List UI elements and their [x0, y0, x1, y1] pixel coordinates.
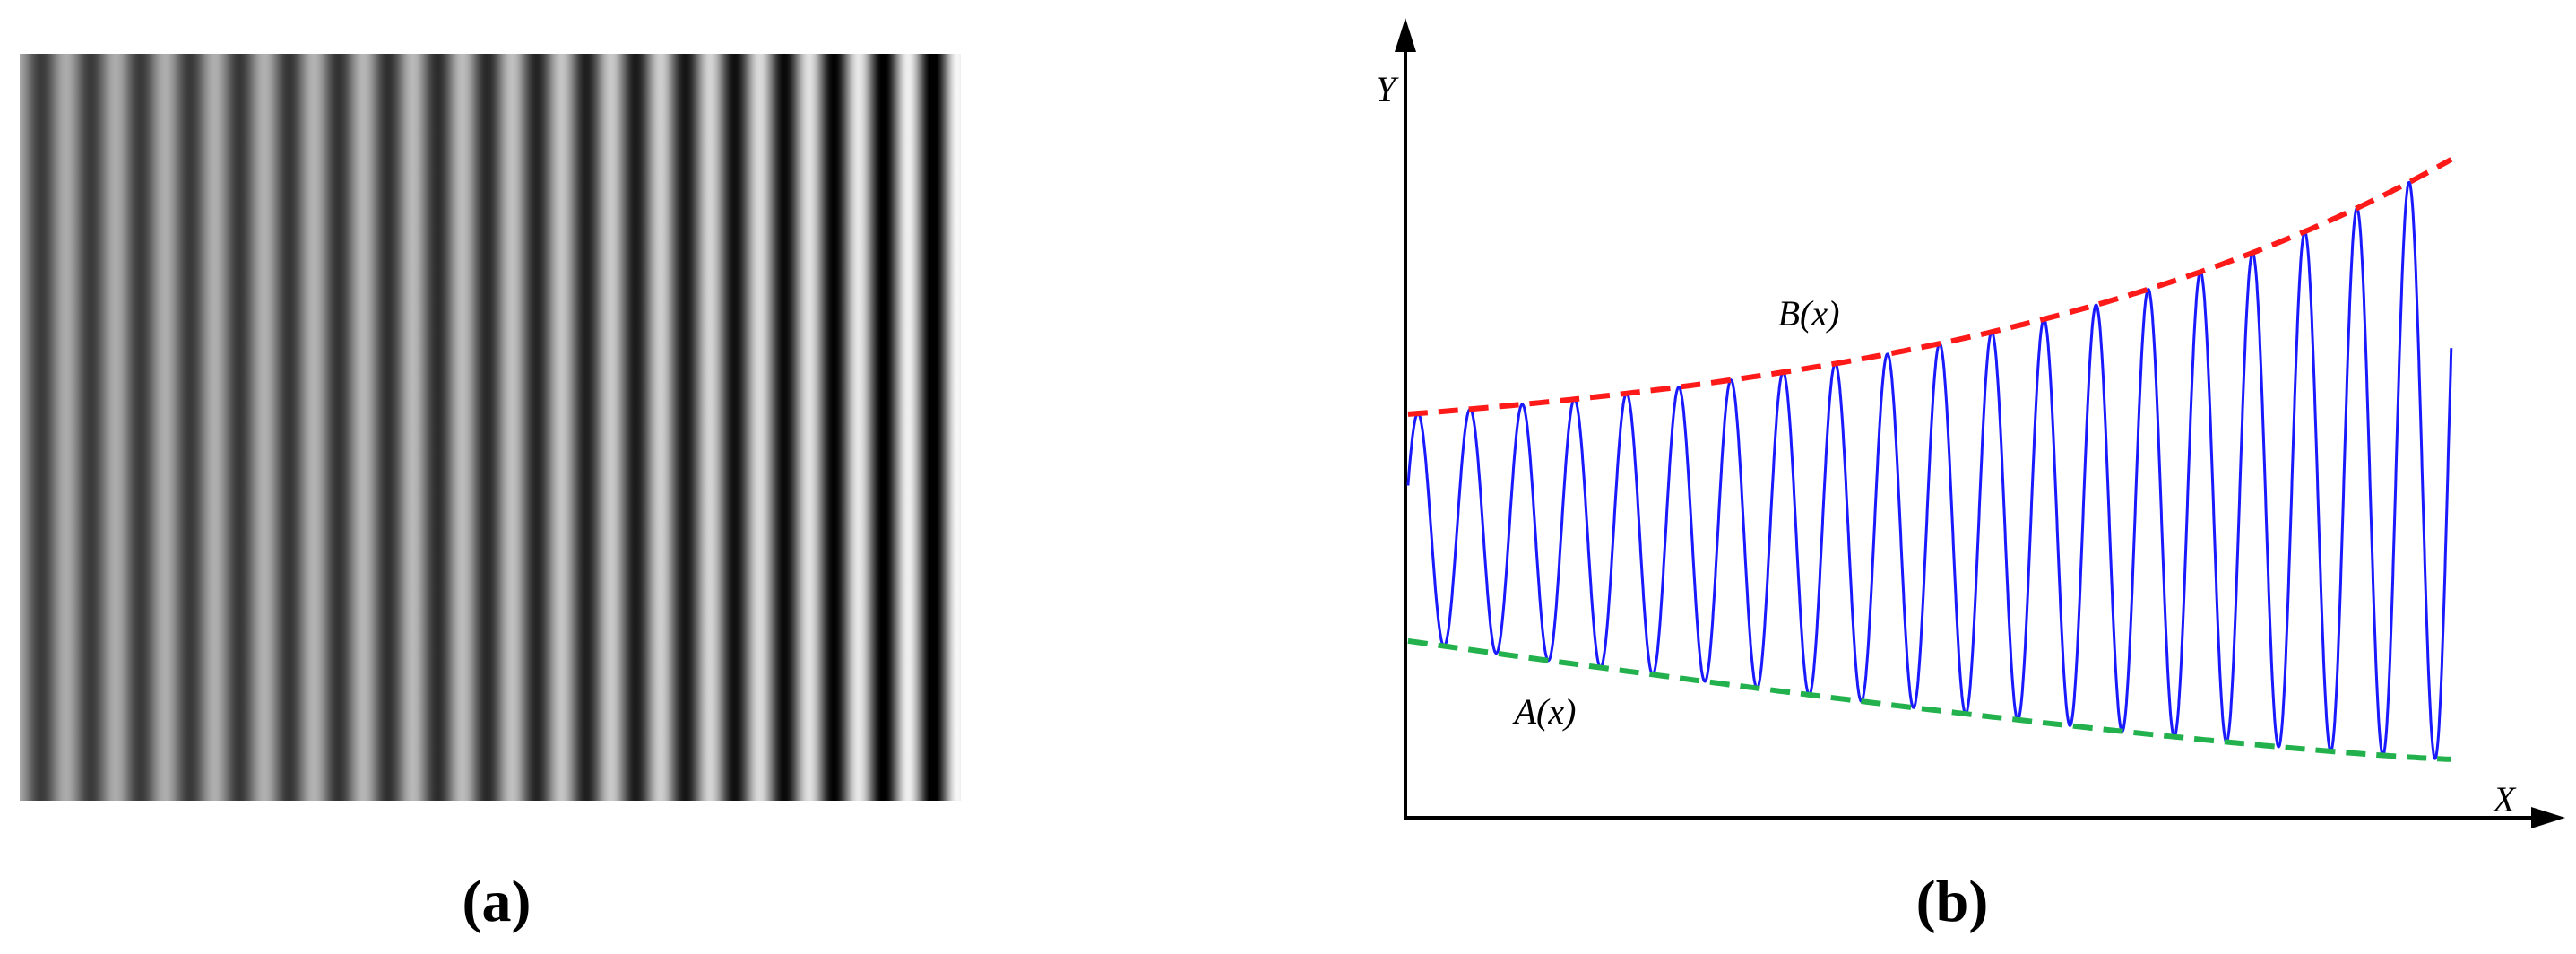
curve-label: B(x) — [1778, 293, 1840, 334]
x-arrow — [2531, 807, 2565, 828]
y-axis-label: Y — [1376, 69, 1399, 109]
y-arrow — [1395, 18, 1416, 52]
fringe-image — [20, 54, 961, 801]
x-axis-label: X — [2492, 779, 2517, 820]
panel-label: (b) — [1916, 869, 1989, 934]
curve-label: A(x) — [1512, 691, 1577, 732]
curves — [1406, 157, 2453, 762]
signal-curve — [1406, 180, 2453, 760]
upper-envelope — [1407, 157, 2453, 417]
panel-label: (a) — [462, 869, 532, 934]
axes — [1395, 18, 2565, 828]
lower-envelope — [1407, 637, 2451, 762]
